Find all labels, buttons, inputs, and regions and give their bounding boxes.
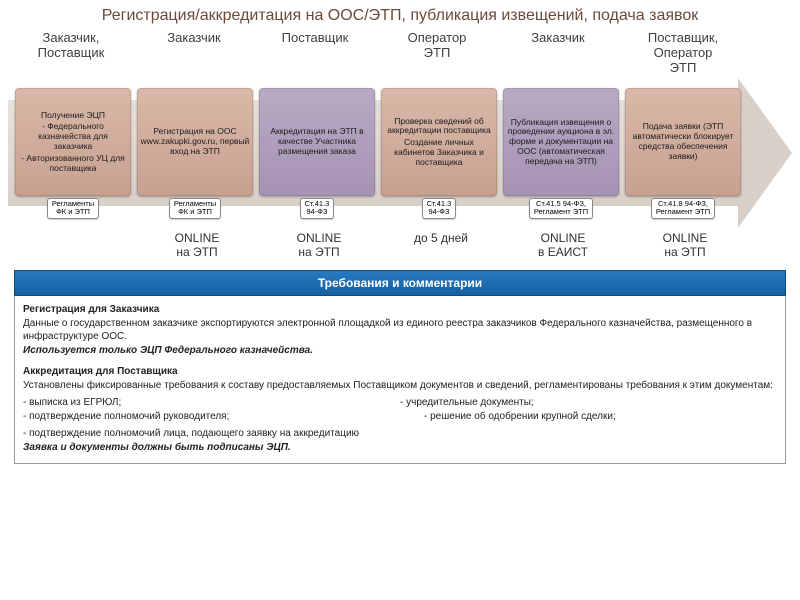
req-p4: Заявка и документы должны быть подписаны… xyxy=(23,442,777,455)
mode-label xyxy=(14,232,136,260)
mode-label: ONLINEна ЭТП xyxy=(258,232,380,260)
stage-line: Подача заявки (ЭТП автоматически блокиру… xyxy=(628,122,738,161)
stage-line: Создание личных кабинетов Заказчика и по… xyxy=(384,138,494,167)
req-p2: Установлены фиксированные требования к с… xyxy=(23,380,777,393)
req-col-a2: - подтверждение полномочий руководителя; xyxy=(23,411,400,424)
stages-container: Получение ЭЦП- Федерального казначейства… xyxy=(14,88,742,219)
roles-row: Заказчик,ПоставщикЗаказчикПоставщикОпера… xyxy=(0,31,800,76)
stage-tag: Ст.41.3 94-ФЗ xyxy=(422,198,457,219)
mode-label: ONLINEв ЕАИСТ xyxy=(502,232,624,260)
stage-line: Получение ЭЦП xyxy=(41,111,105,121)
mode-label: ONLINEна ЭТП xyxy=(624,232,746,260)
stage-line: - Федерального казначейства для заказчик… xyxy=(18,122,128,151)
stage-box: Регистрация на ООС www.zakupki.gov.ru, п… xyxy=(137,88,253,196)
req-p1: Данные о государственном заказчике экспо… xyxy=(23,318,777,343)
requirements-header: Требования и комментарии xyxy=(14,270,786,296)
req-col-b2: - решение об одобрении крупной сделки; xyxy=(400,411,777,424)
stage: Аккредитация на ЭТП в качестве Участника… xyxy=(258,88,376,219)
modes-row: ONLINEна ЭТПONLINEна ЭТПдо 5 днейONLINEв… xyxy=(0,232,800,260)
req-h1: Регистрация для Заказчика xyxy=(23,304,777,317)
stage-box: Получение ЭЦП- Федерального казначейства… xyxy=(15,88,131,196)
role-label: Поставщик xyxy=(254,31,376,76)
stage-box: Публикация извещения о проведении аукцио… xyxy=(503,88,619,196)
stage: Получение ЭЦП- Федерального казначейства… xyxy=(14,88,132,219)
req-col-a1: - выписка из ЕГРЮЛ; xyxy=(23,397,400,410)
mode-label: до 5 дней xyxy=(380,232,502,260)
req-p1i: Используется только ЭЦП Федерального каз… xyxy=(23,345,777,358)
stage: Проверка сведений об аккредитации постав… xyxy=(380,88,498,219)
stage: Публикация извещения о проведении аукцио… xyxy=(502,88,620,219)
arrow-head-icon xyxy=(738,78,792,228)
stage-box: Проверка сведений об аккредитации постав… xyxy=(381,88,497,196)
stage-line: Проверка сведений об аккредитации постав… xyxy=(384,117,494,137)
stage-line: Аккредитация на ЭТП в качестве Участника… xyxy=(262,127,372,156)
req-two-col: - выписка из ЕГРЮЛ; - подтверждение полн… xyxy=(23,395,777,426)
stage-line: Публикация извещения о проведении аукцио… xyxy=(506,118,616,167)
stage-line: Регистрация на ООС www.zakupki.gov.ru, п… xyxy=(140,127,250,156)
stage-line: - Авторизованного УЦ для поставщика xyxy=(18,154,128,174)
process-arrow: Получение ЭЦП- Федерального казначейства… xyxy=(8,78,792,228)
stage-tag: Регламенты ФК и ЭТП xyxy=(47,198,99,219)
mode-label: ONLINEна ЭТП xyxy=(136,232,258,260)
req-col-b1: - учредительные документы; xyxy=(400,397,777,410)
role-label: Заказчик,Поставщик xyxy=(8,31,134,76)
page-title: Регистрация/аккредитация на ООС/ЭТП, пуб… xyxy=(0,0,800,27)
stage: Регистрация на ООС www.zakupki.gov.ru, п… xyxy=(136,88,254,219)
role-label: Заказчик xyxy=(134,31,254,76)
stage: Подача заявки (ЭТП автоматически блокиру… xyxy=(624,88,742,219)
requirements-body: Регистрация для Заказчика Данные о госуд… xyxy=(14,296,786,464)
role-label: Поставщик,ОператорЭТП xyxy=(618,31,748,76)
stage-box: Подача заявки (ЭТП автоматически блокиру… xyxy=(625,88,741,196)
req-h2: Аккредитация для Поставщика xyxy=(23,366,777,379)
stage-tag: Регламенты ФК и ЭТП xyxy=(169,198,221,219)
stage-tag: Ст.41.8 94-ФЗ, Регламент ЭТП xyxy=(651,198,715,219)
stage-tag: Ст.41.5 94-ФЗ, Регламент ЭТП xyxy=(529,198,593,219)
stage-box: Аккредитация на ЭТП в качестве Участника… xyxy=(259,88,375,196)
role-label: ОператорЭТП xyxy=(376,31,498,76)
stage-tag: Ст.41.3 94-ФЗ xyxy=(300,198,335,219)
role-label: Заказчик xyxy=(498,31,618,76)
req-p3: - подтверждение полномочий лица, подающе… xyxy=(23,428,777,441)
